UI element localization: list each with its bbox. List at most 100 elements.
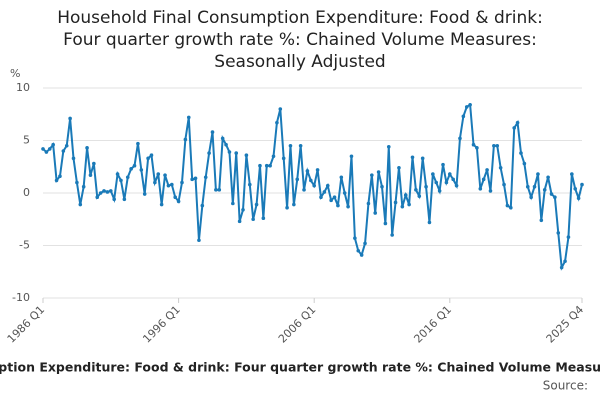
point [376, 170, 381, 174]
y-tick-label: 5 [23, 134, 30, 147]
x-tick-label: 2025 Q4 [544, 303, 587, 346]
point [325, 183, 330, 188]
point [234, 151, 239, 155]
point [258, 163, 262, 168]
point [566, 235, 571, 239]
point [264, 163, 269, 168]
point [573, 187, 578, 191]
point [92, 161, 96, 166]
point [88, 173, 93, 177]
point [461, 114, 466, 119]
point [356, 248, 361, 253]
point [214, 188, 218, 192]
point [481, 177, 486, 182]
point [241, 208, 245, 212]
point [488, 189, 493, 193]
point [132, 163, 137, 168]
point [403, 193, 408, 197]
point [525, 184, 530, 189]
point [95, 195, 100, 199]
point [383, 221, 388, 226]
point [281, 156, 286, 161]
point [268, 163, 272, 168]
point [359, 253, 364, 257]
point [288, 143, 293, 148]
point [180, 180, 184, 185]
point [495, 143, 500, 148]
point [353, 236, 357, 240]
point [346, 204, 350, 209]
point [366, 201, 371, 206]
point [478, 187, 483, 191]
point [458, 136, 462, 141]
point [339, 175, 344, 180]
point [532, 184, 537, 189]
point [329, 198, 333, 203]
point [275, 120, 279, 125]
point [105, 190, 110, 194]
point [75, 180, 79, 185]
point [78, 202, 83, 207]
point [183, 137, 188, 142]
point [64, 143, 69, 148]
point [224, 142, 228, 147]
point [386, 145, 391, 149]
point [47, 147, 52, 151]
source: Source: [543, 379, 588, 393]
point [437, 189, 442, 193]
y-tick-label: -5 [19, 239, 30, 252]
point [464, 105, 469, 109]
point [556, 231, 561, 235]
point [407, 202, 411, 207]
point [553, 195, 557, 199]
point [380, 184, 384, 189]
point [559, 265, 564, 270]
point [136, 141, 140, 146]
point [471, 142, 476, 147]
point [254, 202, 259, 207]
point [119, 178, 123, 183]
point [153, 180, 157, 185]
point [285, 205, 289, 210]
point [444, 180, 449, 185]
point [309, 178, 313, 183]
point [342, 191, 347, 195]
point [502, 182, 506, 187]
point [522, 161, 527, 166]
chart-title: Seasonally Adjusted [214, 52, 385, 72]
point [217, 188, 222, 192]
point [190, 177, 194, 182]
point [505, 203, 510, 208]
point [546, 175, 550, 180]
point [515, 120, 520, 125]
point [420, 156, 425, 161]
point [370, 173, 374, 177]
point [220, 136, 225, 141]
point [454, 183, 459, 188]
point [186, 115, 191, 120]
point [251, 217, 255, 222]
point [200, 203, 205, 208]
point [81, 184, 86, 189]
x-tick-label: 2006 Q1 [276, 303, 319, 346]
point [390, 233, 394, 237]
point [156, 172, 161, 176]
point [170, 182, 174, 187]
point [576, 196, 581, 201]
point [536, 172, 540, 176]
point [149, 153, 154, 157]
point [410, 155, 415, 160]
point [580, 182, 584, 187]
point [197, 238, 201, 243]
point [427, 220, 432, 225]
point [424, 184, 428, 189]
point [417, 194, 422, 198]
chart-title: Household Final Consumption Expenditure:… [57, 8, 543, 28]
point [397, 166, 401, 170]
point [51, 142, 55, 147]
point [332, 195, 337, 199]
point [41, 147, 45, 151]
x-tick-label: 2016 Q1 [411, 303, 454, 346]
point [129, 167, 133, 171]
